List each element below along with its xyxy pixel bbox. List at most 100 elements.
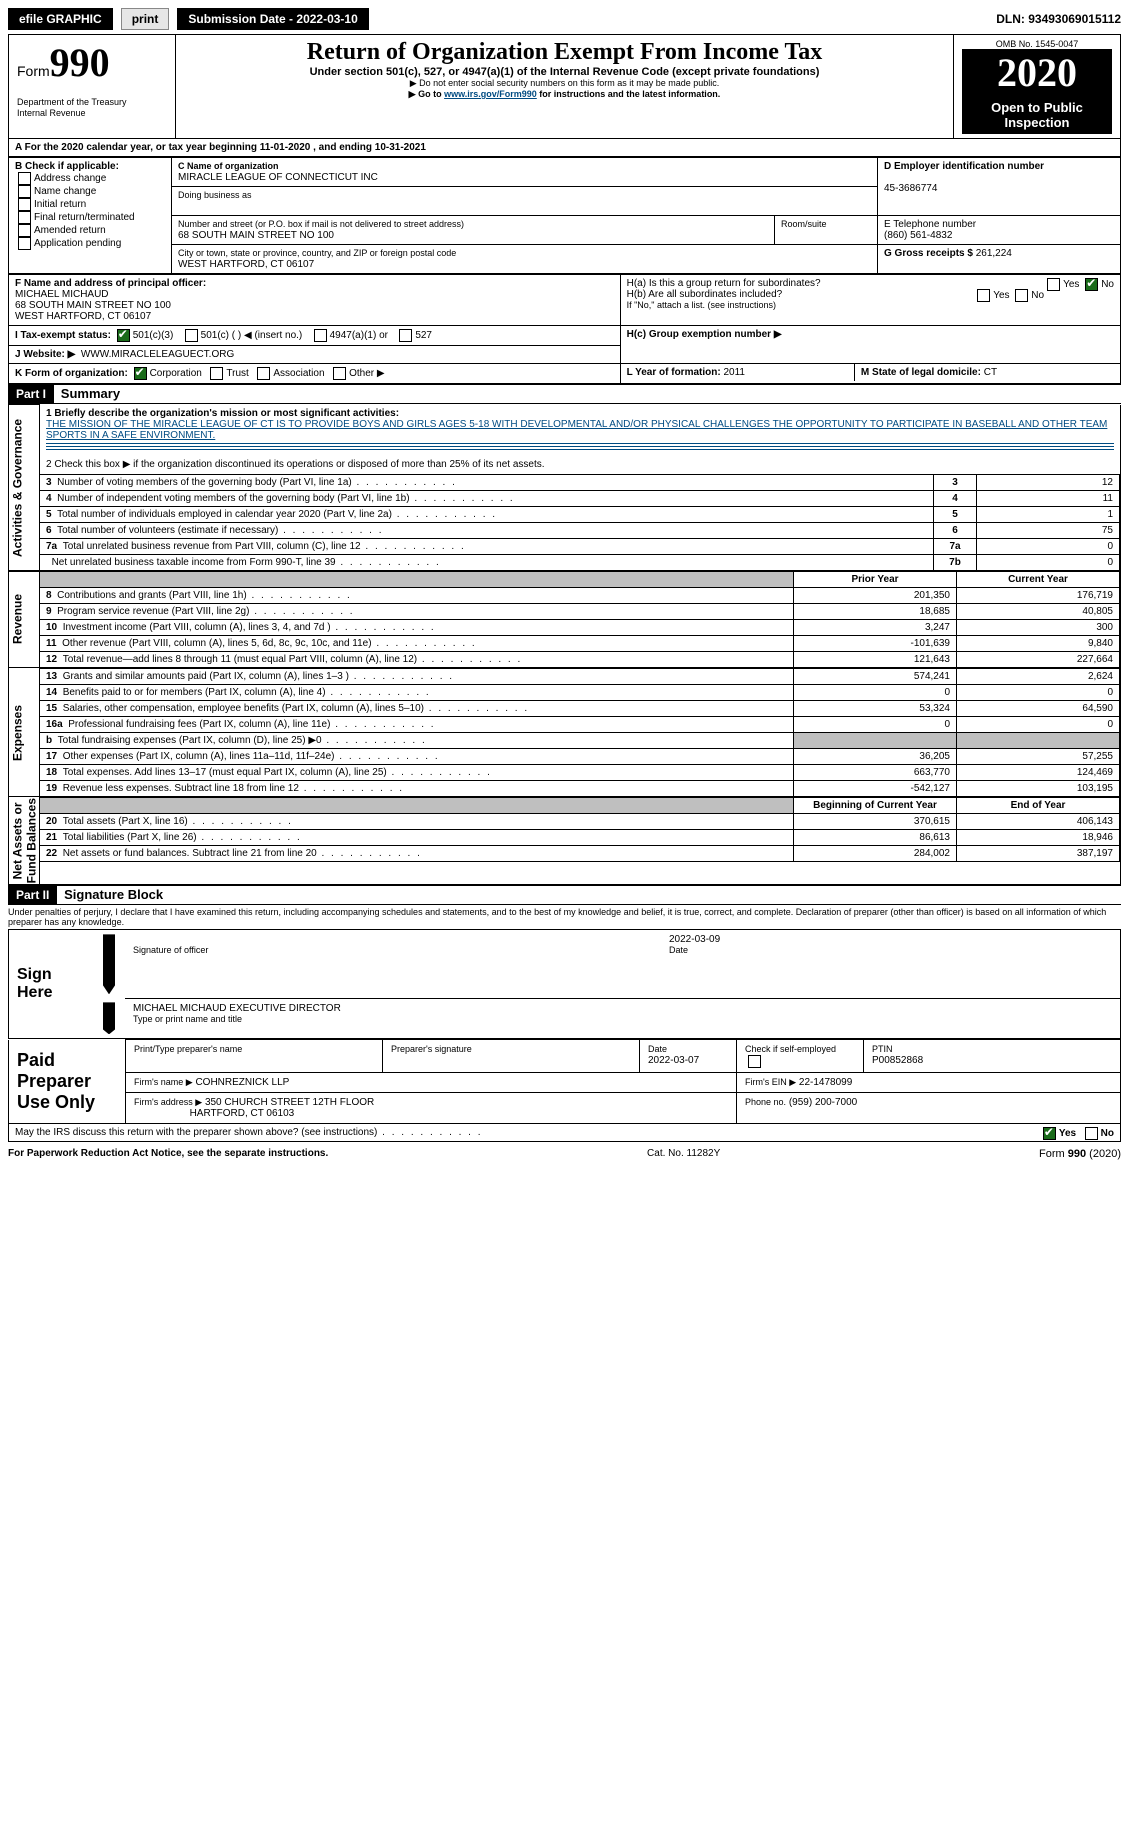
h-c: H(c) Group exemption number ▶: [627, 329, 782, 340]
cb-final-return[interactable]: [18, 211, 31, 224]
cb-discuss-yes[interactable]: [1043, 1127, 1056, 1140]
footer: For Paperwork Reduction Act Notice, see …: [8, 1148, 1121, 1160]
row-j-label: J Website: ▶: [15, 349, 75, 360]
discuss-row: May the IRS discuss this return with the…: [8, 1124, 1121, 1142]
self-employed-check: Check if self-employed: [745, 1044, 836, 1054]
cb-501c3[interactable]: [117, 329, 130, 342]
box-d-label: D Employer identification number: [884, 161, 1044, 172]
part1-header: Part I Summary: [8, 384, 1121, 404]
cb-hb-no[interactable]: [1015, 289, 1028, 302]
box-c-name-label: C Name of organization: [178, 161, 279, 171]
side-net: Net Assets or Fund Balances: [9, 797, 40, 885]
open-inspection: Open to Public Inspection: [962, 96, 1112, 134]
efile-btn[interactable]: efile GRAPHIC: [8, 8, 113, 30]
h-b: H(b) Are all subordinates included?: [627, 289, 783, 300]
declaration: Under penalties of perjury, I declare th…: [8, 905, 1121, 929]
phone: (860) 561-4832: [884, 230, 952, 241]
print-btn[interactable]: print: [121, 8, 170, 30]
sign-here-label: Sign Here: [9, 930, 96, 1039]
box-e-label: E Telephone number: [884, 219, 976, 230]
firm-addr2: HARTFORD, CT 06103: [190, 1108, 295, 1119]
cb-amended[interactable]: [18, 224, 31, 237]
cb-4947[interactable]: [314, 329, 327, 342]
firm-name: COHNREZNICK LLP: [195, 1077, 289, 1088]
paid-preparer-label: Paid Preparer Use Only: [9, 1040, 126, 1124]
form-subtitle-2: ▶ Do not enter social security numbers o…: [184, 78, 945, 89]
year-formation: 2011: [723, 367, 745, 378]
tax-year: 2020: [962, 49, 1112, 96]
cb-ha-yes[interactable]: [1047, 278, 1060, 291]
cb-other[interactable]: [333, 367, 346, 380]
form-subtitle-3: ▶ Go to www.irs.gov/Form990 for instruct…: [184, 89, 945, 100]
side-expenses: Expenses: [9, 668, 40, 797]
sig-officer-label: Signature of officer: [133, 945, 208, 955]
cb-corp[interactable]: [134, 367, 147, 380]
cb-self-employed[interactable]: [748, 1055, 761, 1068]
paid-preparer-block: Paid Preparer Use Only Print/Type prepar…: [8, 1039, 1121, 1124]
form-title: Return of Organization Exempt From Incom…: [184, 39, 945, 66]
arrow-icon: [103, 934, 115, 994]
date-label: Date: [669, 945, 688, 955]
cb-501c[interactable]: [185, 329, 198, 342]
cb-hb-yes[interactable]: [977, 289, 990, 302]
cb-trust[interactable]: [210, 367, 223, 380]
dba-label: Doing business as: [178, 190, 252, 200]
preparer-date: 2022-03-07: [648, 1055, 699, 1066]
part2-header: Part II Signature Block: [8, 885, 1121, 905]
box-g-label: G Gross receipts $: [884, 248, 973, 259]
box-b-label: B Check if applicable:: [15, 161, 119, 172]
footer-mid: Cat. No. 11282Y: [647, 1148, 720, 1160]
room-label: Room/suite: [781, 219, 827, 229]
part1-table: Activities & Governance 1 Briefly descri…: [8, 404, 1121, 885]
cb-assoc[interactable]: [257, 367, 270, 380]
firm-phone: (959) 200-7000: [789, 1097, 857, 1108]
footer-left: For Paperwork Reduction Act Notice, see …: [8, 1148, 328, 1160]
l2: 2 Check this box ▶ if the organization d…: [40, 455, 1120, 474]
officer-block: F Name and address of principal officer:…: [8, 274, 1121, 384]
cb-initial-return[interactable]: [18, 198, 31, 211]
box-f-label: F Name and address of principal officer:: [15, 278, 206, 289]
l1-label: 1 Briefly describe the organization's mi…: [46, 408, 399, 419]
cb-ha-no[interactable]: [1085, 278, 1098, 291]
type-name-label: Type or print name and title: [133, 1014, 242, 1024]
side-governance: Activities & Governance: [9, 405, 40, 571]
org-name: MIRACLE LEAGUE OF CONNECTICUT INC: [178, 172, 378, 183]
street-address: 68 SOUTH MAIN STREET NO 100: [178, 230, 334, 241]
addr-label: Number and street (or P.O. box if mail i…: [178, 219, 464, 229]
ein: 45-3686774: [884, 183, 937, 194]
state-domicile: CT: [984, 367, 997, 378]
officer-name: MICHAEL MICHAUD: [15, 289, 109, 300]
submission-date: Submission Date - 2022-03-10: [177, 8, 368, 30]
dln: DLN: 93493069015112: [996, 12, 1121, 26]
footer-right: Form 990 (2020): [1039, 1148, 1121, 1160]
dept: Department of the Treasury Internal Reve…: [17, 97, 127, 118]
entity-block: B Check if applicable: Address change Na…: [8, 157, 1121, 274]
website: WWW.MIRACLELEAGUECT.ORG: [81, 349, 234, 360]
firm-ein: 22-1478099: [799, 1077, 852, 1088]
cb-527[interactable]: [399, 329, 412, 342]
h-note: If "No," attach a list. (see instruction…: [627, 300, 776, 310]
sign-here-block: Sign Here Signature of officer 2022-03-0…: [8, 929, 1121, 1039]
firm-addr1: 350 CHURCH STREET 12TH FLOOR: [205, 1097, 374, 1108]
form-header: Form990 Department of the Treasury Inter…: [8, 34, 1121, 139]
cb-app-pending[interactable]: [18, 237, 31, 250]
cb-address-change[interactable]: [18, 172, 31, 185]
officer-addr1: 68 SOUTH MAIN STREET NO 100: [15, 300, 171, 311]
row-k-label: K Form of organization:: [15, 368, 128, 379]
row-i-label: I Tax-exempt status:: [15, 330, 111, 341]
omb: OMB No. 1545-0047: [962, 39, 1112, 49]
form-label: Form990: [17, 63, 110, 79]
h-a: H(a) Is this a group return for subordin…: [627, 278, 821, 289]
top-bar: efile GRAPHIC print Submission Date - 20…: [8, 8, 1121, 30]
ptin: P00852868: [872, 1055, 923, 1066]
form-subtitle-1: Under section 501(c), 527, or 4947(a)(1)…: [184, 66, 945, 78]
arrow-icon: [103, 1002, 115, 1034]
cb-discuss-no[interactable]: [1085, 1127, 1098, 1140]
period-a: A For the 2020 calendar year, or tax yea…: [8, 139, 1121, 157]
officer-print-name: MICHAEL MICHAUD EXECUTIVE DIRECTOR: [133, 1003, 341, 1014]
officer-addr2: WEST HARTFORD, CT 06107: [15, 311, 151, 322]
irs-link[interactable]: www.irs.gov/Form990: [444, 89, 537, 99]
city-state-zip: WEST HARTFORD, CT 06107: [178, 259, 314, 270]
city-label: City or town, state or province, country…: [178, 248, 456, 258]
cb-name-change[interactable]: [18, 185, 31, 198]
